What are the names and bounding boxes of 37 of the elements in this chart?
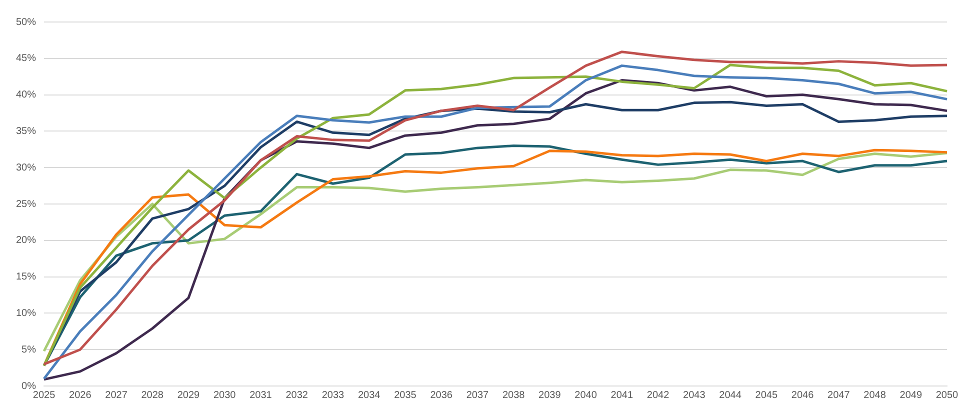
x-tick-label: 2028 [141,390,164,401]
x-tick-label: 2049 [900,390,922,401]
y-tick-label: 25% [16,198,36,210]
x-tick-label: 2031 [250,390,272,401]
x-tick-label: 2030 [213,390,236,401]
x-tick-label: 2040 [574,390,598,401]
x-tick-label: 2041 [610,390,634,401]
y-tick-label: 20% [16,235,36,246]
y-tick-label: 50% [16,16,36,28]
y-tick-label: 40% [16,90,36,101]
x-tick-label: 2043 [683,390,706,401]
y-tick-label: 5% [22,344,36,356]
x-tick-label: 2046 [791,390,814,401]
x-tick-label: 2026 [69,390,92,401]
x-tick-label: 2029 [177,390,200,401]
x-tick-label: 2042 [646,390,670,401]
x-tick-label: 2047 [828,390,850,401]
x-tick-label: 2033 [322,390,345,401]
y-tick-label: 35% [16,126,36,137]
x-tick-label: 2032 [286,390,308,401]
x-tick-label: 2035 [394,390,417,401]
x-tick-label: 2044 [719,390,742,401]
x-tick-label: 2025 [32,390,56,401]
x-tick-label: 2027 [105,390,128,401]
x-tick-label: 2037 [466,390,490,401]
y-tick-label: 15% [16,272,36,283]
y-tick-label: 30% [16,162,36,174]
y-tick-label: 45% [16,53,36,64]
x-tick-label: 2050 [936,390,959,401]
y-tick-label: 10% [16,308,36,319]
x-tick-label: 2038 [502,390,526,401]
x-tick-label: 2034 [358,390,381,401]
x-tick-label: 2036 [430,390,453,401]
y-tick-label: 0% [22,380,36,392]
x-tick-label: 2039 [538,390,562,401]
x-tick-label: 2045 [755,390,778,401]
x-tick-label: 2048 [864,390,886,401]
